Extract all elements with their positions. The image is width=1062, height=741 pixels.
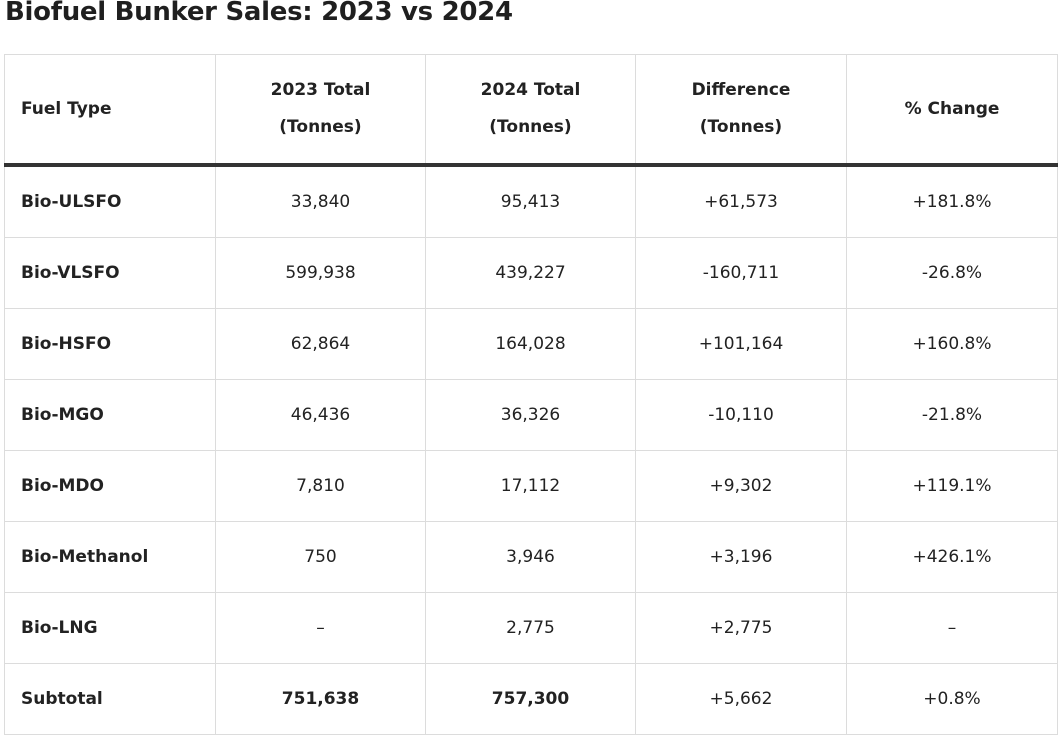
cell-2023-total: 7,810: [215, 450, 426, 522]
subtotal-row: Subtotal 751,638 757,300 +5,662 +0.8%: [4, 663, 1058, 735]
cell-subtotal-label: Subtotal: [4, 663, 216, 735]
cell-fuel-type: Bio-ULSFO: [4, 164, 216, 238]
header-pct-change: % Change: [846, 54, 1058, 167]
header-2024-total: 2024 Total (Tonnes): [425, 54, 636, 167]
cell-fuel-type: Bio-HSFO: [4, 308, 216, 380]
cell-fuel-type: Bio-MDO: [4, 450, 216, 522]
cell-2023-total: –: [215, 592, 426, 664]
cell-pct-change: +426.1%: [846, 521, 1058, 593]
cell-difference: -10,110: [635, 379, 847, 451]
cell-2024-total: 17,112: [425, 450, 636, 522]
cell-pct-change: +160.8%: [846, 308, 1058, 380]
table-row: Bio-Methanol 750 3,946 +3,196 +426.1%: [4, 521, 1058, 593]
table-row: Bio-LNG – 2,775 +2,775 –: [4, 592, 1058, 664]
cell-2024-total: 95,413: [425, 164, 636, 238]
table-row: Bio-VLSFO 599,938 439,227 -160,711 -26.8…: [4, 237, 1058, 309]
header-2024-total-label: 2024 Total: [480, 80, 581, 100]
cell-pct-change: -21.8%: [846, 379, 1058, 451]
cell-difference: +101,164: [635, 308, 847, 380]
cell-pct-change: –: [846, 592, 1058, 664]
cell-2024-total: 36,326: [425, 379, 636, 451]
header-2023-total-unit: (Tonnes): [279, 117, 362, 137]
cell-difference: +3,196: [635, 521, 847, 593]
cell-fuel-type: Bio-LNG: [4, 592, 216, 664]
header-2023-total-label: 2023 Total: [270, 80, 371, 100]
cell-2023-total: 599,938: [215, 237, 426, 309]
cell-2023-total: 62,864: [215, 308, 426, 380]
cell-difference: -160,711: [635, 237, 847, 309]
table-body: Bio-ULSFO 33,840 95,413 +61,573 +181.8% …: [4, 164, 1058, 735]
cell-fuel-type: Bio-MGO: [4, 379, 216, 451]
cell-subtotal-2023: 751,638: [215, 663, 426, 735]
cell-2023-total: 46,436: [215, 379, 426, 451]
header-difference: Difference (Tonnes): [635, 54, 847, 167]
table-header: Fuel Type 2023 Total (Tonnes) 2024 Total…: [4, 54, 1058, 167]
header-difference-label: Difference: [691, 80, 791, 100]
header-fuel-type: Fuel Type: [4, 54, 216, 167]
cell-difference: +61,573: [635, 164, 847, 238]
cell-2024-total: 439,227: [425, 237, 636, 309]
cell-pct-change: +181.8%: [846, 164, 1058, 238]
cell-2023-total: 33,840: [215, 164, 426, 238]
header-2023-total: 2023 Total (Tonnes): [215, 54, 426, 167]
table-row: Bio-MDO 7,810 17,112 +9,302 +119.1%: [4, 450, 1058, 522]
header-fuel-type-label: Fuel Type: [21, 98, 112, 119]
cell-subtotal-difference: +5,662: [635, 663, 847, 735]
header-2024-total-unit: (Tonnes): [489, 117, 572, 137]
header-pct-change-label: % Change: [904, 98, 1000, 119]
cell-difference: +9,302: [635, 450, 847, 522]
cell-difference: +2,775: [635, 592, 847, 664]
cell-fuel-type: Bio-Methanol: [4, 521, 216, 593]
cell-fuel-type: Bio-VLSFO: [4, 237, 216, 309]
cell-2024-total: 3,946: [425, 521, 636, 593]
cell-pct-change: -26.8%: [846, 237, 1058, 309]
biofuel-sales-table: Fuel Type 2023 Total (Tonnes) 2024 Total…: [4, 54, 1058, 735]
table-row: Bio-ULSFO 33,840 95,413 +61,573 +181.8%: [4, 164, 1058, 238]
cell-subtotal-2024: 757,300: [425, 663, 636, 735]
cell-2023-total: 750: [215, 521, 426, 593]
page-title: Biofuel Bunker Sales: 2023 vs 2024: [5, 0, 513, 27]
cell-subtotal-pct-change: +0.8%: [846, 663, 1058, 735]
header-difference-unit: (Tonnes): [699, 117, 783, 137]
cell-2024-total: 164,028: [425, 308, 636, 380]
table-row: Bio-HSFO 62,864 164,028 +101,164 +160.8%: [4, 308, 1058, 380]
header-row: Fuel Type 2023 Total (Tonnes) 2024 Total…: [4, 54, 1058, 167]
table-row: Bio-MGO 46,436 36,326 -10,110 -21.8%: [4, 379, 1058, 451]
cell-pct-change: +119.1%: [846, 450, 1058, 522]
cell-2024-total: 2,775: [425, 592, 636, 664]
